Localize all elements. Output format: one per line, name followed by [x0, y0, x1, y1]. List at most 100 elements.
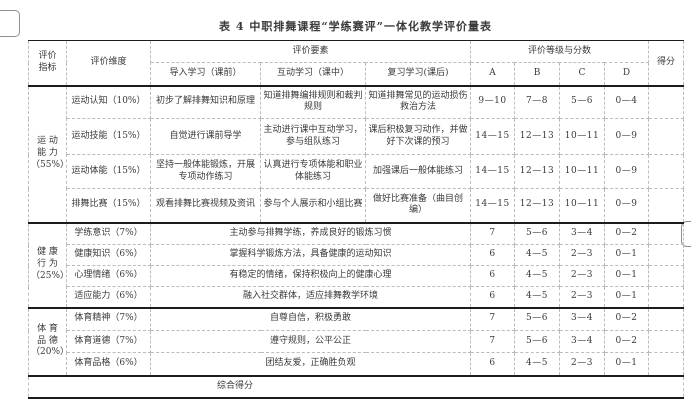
grade-b-cell: 4—5 — [514, 265, 560, 287]
grade-a-cell: 14—15 — [470, 188, 515, 223]
element-pre-cell: 自觉进行课前导学 — [150, 118, 261, 155]
grade-c-cell: 10—11 — [559, 154, 605, 189]
score-empty-cell — [648, 154, 685, 189]
header-level-b: B — [514, 62, 560, 86]
element-cell: 掌握科学锻炼方法，具备健康的运动知识 — [150, 244, 471, 266]
dimension-cell: 健康知识（6%） — [66, 244, 151, 266]
grade-a-cell: 14—15 — [470, 118, 515, 155]
header-level-a: A — [470, 62, 515, 86]
grade-c-cell: 10—11 — [559, 118, 605, 155]
element-pre-cell: 坚持一般体能锻炼，开展专项动作练习 — [150, 154, 261, 189]
indicator-cell: 体 育 品 德 （20%） — [28, 306, 67, 376]
partial-control-left — [0, 10, 20, 37]
dimension-cell: 体育品格（6%） — [66, 352, 151, 376]
indicator-cell: 运 动 能 力 （55%） — [28, 84, 67, 223]
element-post-cell: 加强课后一般体能练习 — [365, 154, 471, 189]
grade-d-cell: 0—2 — [603, 330, 650, 353]
grade-a-cell: 6 — [470, 352, 515, 376]
dimension-cell: 运动技能（15%） — [66, 118, 151, 155]
table-row: 健 康 行 为 （25%） 学练意识（7%） 主动参与排舞学练，养成良好的锻炼习… — [28, 221, 685, 308]
score-empty-cell — [648, 118, 685, 155]
dimension-cell: 运动认知（10%） — [66, 84, 151, 119]
grade-d-cell: 0—9 — [603, 118, 650, 155]
table-row: 体 育 品 德 （20%） 体育精神（7%） 自尊自信，积极勇敢 7 5—6 3… — [28, 306, 685, 376]
score-empty-cell — [648, 330, 685, 353]
table-row: 体育道德（7%） 遵守规则，公平公正 7 5—6 3—4 0—2 — [29, 330, 685, 353]
grade-c-cell: 10—11 — [559, 188, 605, 223]
dimension-cell: 心理情绪（6%） — [66, 265, 151, 287]
grade-d-cell: 0—9 — [603, 154, 650, 189]
grade-b-cell: 4—5 — [514, 286, 560, 308]
grade-b-cell: 4—5 — [514, 244, 560, 266]
evaluation-table: 评价 指标 评价维度 评价要素 评价等级与分数 得分 导入学习（课前） 互动学习… — [27, 40, 685, 399]
score-empty-cell — [648, 265, 685, 287]
element-mid-cell: 认真进行专项体能和职业体能练习 — [260, 154, 366, 189]
dimension-cell: 学练意识（7%） — [66, 221, 151, 245]
grade-c-cell: 3—4 — [559, 330, 605, 353]
grade-b-cell: 5—6 — [514, 306, 560, 331]
header-dimension: 评价维度 — [66, 40, 151, 86]
grade-b-cell: 5—6 — [514, 221, 560, 245]
table-row: 运动技能（15%） 自觉进行课前导学 主动进行课中互动学习，参与组队练习 课后积… — [29, 118, 685, 155]
grade-c-cell: 3—4 — [559, 306, 605, 331]
dimension-cell: 排舞比赛（15%） — [66, 188, 151, 223]
table-row: 心理情绪（6%） 有稳定的情绪，保持积极向上的健康心理 6 4—5 2—3 0—… — [29, 265, 685, 287]
grade-b-cell: 12—13 — [514, 118, 560, 155]
grade-c-cell: 2—3 — [559, 352, 605, 376]
element-post-cell: 知道排舞常见的运动损伤救治方法 — [365, 84, 471, 119]
grade-c-cell: 2—3 — [559, 265, 605, 287]
grade-a-cell: 7 — [470, 221, 515, 245]
element-mid-cell: 知道排舞编排规则和裁判规则 — [260, 84, 366, 119]
grade-c-cell: 2—3 — [559, 286, 605, 308]
table-row: 适应能力（6%） 融入社交群体，适应排舞教学环境 6 4—5 2—3 0—1 — [29, 286, 685, 308]
element-pre-cell: 初步了解排舞知识和原理 — [150, 84, 261, 119]
table-row: 运动体能（15%） 坚持一般体能锻炼，开展专项动作练习 认真进行专项体能和职业体… — [29, 154, 685, 189]
dimension-cell: 适应能力（6%） — [66, 286, 151, 308]
element-cell: 自尊自信，积极勇敢 — [150, 306, 471, 331]
grade-a-cell: 6 — [470, 244, 515, 266]
table-row: 运 动 能 力 （55%） 运动认知（10%） 初步了解排舞知识和原理 知道排舞… — [28, 84, 685, 223]
element-cell: 团结友爱，正确胜负观 — [150, 352, 471, 376]
grade-d-cell: 0—1 — [603, 244, 650, 266]
header-score: 得分 — [648, 40, 685, 86]
element-cell: 有稳定的情绪，保持积极向上的健康心理 — [150, 265, 471, 287]
header-in-class: 互动学习（课中） — [260, 62, 366, 86]
score-empty-cell — [648, 352, 685, 376]
grade-d-cell: 0—2 — [603, 306, 650, 331]
element-cell: 融入社交群体，适应排舞教学环境 — [150, 286, 471, 308]
grade-c-cell: 3—4 — [559, 221, 605, 245]
table-row: 排舞比赛（15%） 观看排舞比赛视频及资讯 参与个人展示和小组比赛 做好比赛准备… — [29, 188, 685, 223]
element-cell: 主动参与排舞学练，养成良好的锻炼习惯 — [150, 221, 471, 245]
total-score-row: 综合得分 — [27, 374, 685, 399]
header-elements: 评价要素 — [150, 40, 471, 63]
grade-a-cell: 14—15 — [470, 154, 515, 189]
score-empty-cell — [648, 221, 685, 245]
grade-d-cell: 0—2 — [603, 221, 650, 245]
grade-d-cell: 0—9 — [603, 188, 650, 223]
header-level-c: C — [559, 62, 605, 86]
dimension-cell: 运动体能（15%） — [66, 154, 151, 189]
element-post-cell: 做好比赛准备（曲目创编） — [365, 188, 471, 223]
table-row: 健康知识（6%） 掌握科学锻炼方法，具备健康的运动知识 6 4—5 2—3 0—… — [29, 244, 685, 266]
grade-a-cell: 9—10 — [470, 84, 515, 119]
header-level-d: D — [603, 62, 650, 86]
grade-b-cell: 12—13 — [514, 188, 560, 223]
element-mid-cell: 主动进行课中互动学习，参与组队练习 — [260, 118, 366, 155]
element-mid-cell: 参与个人展示和小组比赛 — [260, 188, 366, 223]
header-indicator: 评价 指标 — [28, 40, 67, 86]
grade-a-cell: 6 — [470, 286, 515, 308]
table-row: 体育品格（6%） 团结友爱，正确胜负观 6 4—5 2—3 0—1 — [29, 352, 685, 376]
grade-b-cell: 4—5 — [514, 352, 560, 376]
table-title: 表 4 中职排舞课程“学练赛评”一体化教学评价量表 — [219, 20, 492, 33]
header-pre-class: 导入学习（课前） — [150, 62, 261, 86]
indicator-cell: 健 康 行 为 （25%） — [28, 221, 67, 308]
score-empty-cell — [648, 286, 685, 308]
score-empty-cell — [648, 84, 685, 119]
grade-a-cell: 7 — [470, 330, 515, 353]
grade-b-cell: 7—8 — [514, 84, 560, 119]
element-pre-cell: 观看排舞比赛视频及资讯 — [150, 188, 261, 223]
score-empty-cell — [648, 244, 685, 266]
header-post-class: 复习学习(课后) — [365, 62, 471, 86]
grade-a-cell: 6 — [470, 265, 515, 287]
grade-c-cell: 5—6 — [559, 84, 605, 119]
